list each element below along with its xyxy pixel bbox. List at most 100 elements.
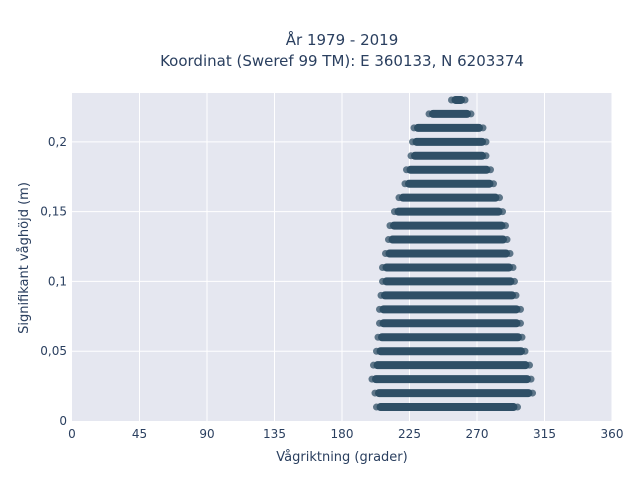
data-point <box>379 263 386 271</box>
x-tick-label: 90 <box>199 427 214 441</box>
data-point <box>386 222 394 230</box>
data-point <box>482 138 490 146</box>
data-point <box>374 333 382 341</box>
data-point-band <box>451 95 465 104</box>
data-point-band <box>376 347 525 356</box>
data-band <box>373 403 521 412</box>
data-point <box>482 152 490 160</box>
data-point <box>368 375 376 383</box>
y-tick-label: 0,15 <box>40 205 67 219</box>
x-tick-label: 225 <box>398 427 421 441</box>
data-point <box>521 347 529 355</box>
y-tick-label: 0 <box>59 414 67 428</box>
x-tick-label: 45 <box>132 427 147 441</box>
x-tick-label: 360 <box>601 427 624 441</box>
data-point <box>409 138 416 146</box>
data-point <box>487 166 494 174</box>
data-point-band <box>411 151 486 160</box>
data-point-band <box>412 137 486 146</box>
data-band <box>382 249 514 258</box>
data-band <box>377 291 520 300</box>
data-point-band <box>376 403 518 412</box>
data-point <box>373 403 380 411</box>
data-band <box>401 179 497 188</box>
data-point <box>479 124 487 132</box>
data-point <box>376 319 383 327</box>
grid-lines <box>72 93 613 421</box>
data-point <box>385 236 392 244</box>
data-point <box>527 375 535 383</box>
data-band <box>395 193 503 202</box>
data-point <box>490 180 497 188</box>
data-point <box>529 389 536 397</box>
y-tick-label: 0,05 <box>40 344 67 358</box>
data-band <box>425 109 475 118</box>
data-point-band <box>405 179 494 188</box>
y-axis-title: Signifikant våghöjd (m) <box>17 182 32 334</box>
data-point <box>407 152 415 160</box>
data-point-band <box>375 389 533 398</box>
data-point <box>370 361 377 369</box>
data-band <box>385 235 511 244</box>
data-point <box>410 124 418 132</box>
data-point-band <box>378 333 522 342</box>
data-point-band <box>382 263 513 272</box>
data-point-band <box>382 277 515 286</box>
data-band <box>410 123 487 132</box>
data-point <box>425 110 433 118</box>
data-point-band <box>388 235 507 244</box>
data-point <box>382 250 389 258</box>
data-point-band <box>429 109 471 118</box>
x-axis-ticks: 0 45 90 135 180 225 270 315 360 <box>68 427 623 441</box>
data-band <box>368 375 535 384</box>
data-band <box>386 221 509 230</box>
data-point <box>517 319 524 327</box>
data-point <box>395 194 403 202</box>
data-band <box>373 347 529 356</box>
data-point <box>448 96 455 104</box>
data-point <box>518 333 526 341</box>
chart-subtitle: Koordinat (Sweref 99 TM): E 360133, N 62… <box>160 52 524 70</box>
x-tick-label: 135 <box>263 427 286 441</box>
y-tick-label: 0,1 <box>48 274 67 288</box>
data-point <box>401 180 409 188</box>
data-band <box>379 263 517 272</box>
data-band <box>409 137 490 146</box>
data-band <box>391 207 506 216</box>
data-point-band <box>406 165 491 174</box>
data-point <box>517 305 524 313</box>
data-point <box>467 110 475 118</box>
x-axis-title: Vågriktning (grader) <box>276 450 407 465</box>
data-point <box>512 291 520 299</box>
data-point-band <box>379 319 521 328</box>
data-band <box>374 333 526 342</box>
data-point <box>373 347 380 355</box>
data-band <box>379 277 518 286</box>
data-point <box>526 361 533 369</box>
data-point <box>502 222 509 230</box>
data-points <box>368 95 536 412</box>
data-point <box>503 236 511 244</box>
data-point <box>514 403 521 411</box>
data-point-band <box>390 221 506 230</box>
data-band <box>407 151 490 160</box>
chart-title: År 1979 - 2019 <box>286 30 399 49</box>
y-axis-ticks: 0 0,05 0,1 0,15 0,2 <box>40 135 67 428</box>
data-point <box>371 389 379 397</box>
data-point <box>461 96 469 104</box>
data-point-band <box>379 305 521 314</box>
data-point <box>511 277 518 285</box>
data-point <box>379 277 386 285</box>
data-point-band <box>394 207 503 216</box>
x-tick-label: 315 <box>533 427 556 441</box>
data-point <box>506 250 514 258</box>
data-point <box>391 208 398 216</box>
x-tick-label: 270 <box>466 427 489 441</box>
data-band <box>371 389 536 398</box>
data-point-band <box>373 361 530 370</box>
data-point <box>376 305 383 313</box>
x-tick-label: 180 <box>331 427 354 441</box>
data-point-band <box>414 123 483 132</box>
data-point <box>499 208 506 216</box>
